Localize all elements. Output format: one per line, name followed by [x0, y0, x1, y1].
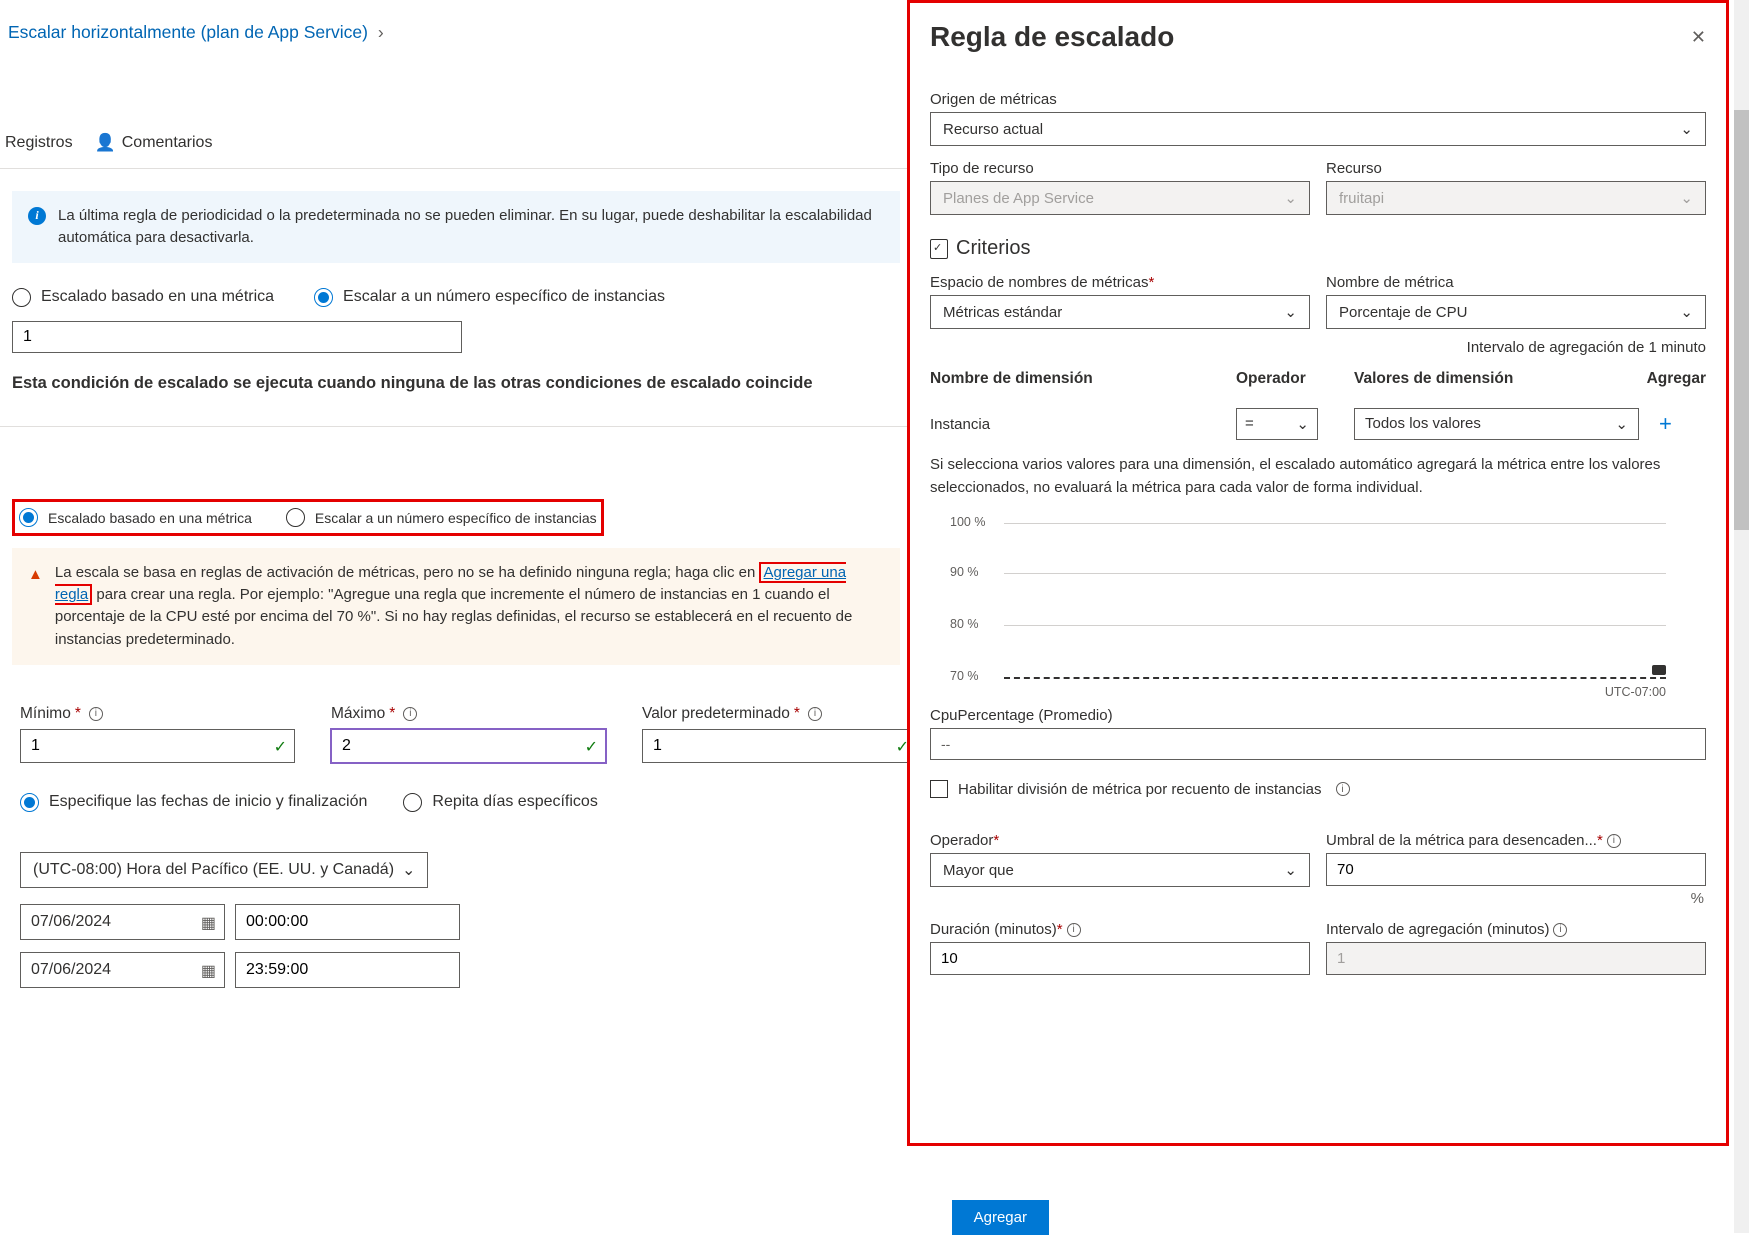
comments-button[interactable]: 👤 Comentarios	[95, 133, 213, 153]
chart-data-point	[1652, 665, 1666, 675]
radio-icon	[286, 508, 305, 527]
info-text: La última regla de periodicidad o la pre…	[58, 205, 884, 249]
panel-title: Regla de escalado	[930, 21, 1174, 53]
operator-select[interactable]: Mayor que⌄	[930, 853, 1310, 887]
calendar-icon: ▦	[201, 913, 216, 933]
chevron-down-icon: ⌄	[1680, 303, 1693, 321]
resource-type-label: Tipo de recurso	[930, 146, 1310, 181]
info-icon[interactable]: i	[1067, 923, 1081, 937]
default-input[interactable]	[642, 729, 912, 763]
metric-chart: 100 % 90 % 80 % 70 % UTC-07:00	[950, 515, 1706, 685]
scrollbar[interactable]	[1734, 0, 1749, 1233]
schedule-radios: Especifique las fechas de inicio y final…	[0, 773, 912, 822]
metric-name-select[interactable]: Porcentaje de CPU⌄	[1326, 295, 1706, 329]
info-icon[interactable]: i	[403, 707, 417, 721]
comments-label: Comentarios	[122, 134, 213, 152]
chevron-right-icon: ›	[378, 22, 384, 43]
check-icon: ✓	[274, 737, 287, 757]
breadcrumb: Escalar horizontalmente (plan de App Ser…	[0, 0, 912, 53]
radio-label: Escalar a un número específico de instan…	[315, 510, 597, 526]
info-icon[interactable]: i	[89, 707, 103, 721]
instance-limits: Mínimo*i ✓ Máximo*i ✓ Valor predetermina…	[0, 665, 912, 773]
instance-count-input[interactable]	[12, 321, 462, 353]
logs-label: Registros	[5, 134, 73, 152]
cpu-label: CpuPercentage (Promedio)	[930, 689, 1706, 728]
radio-label: Repita días específicos	[432, 793, 597, 811]
radio-metric-2[interactable]: Escalado basado en una métrica	[19, 508, 252, 527]
resource-select: fruitapi⌄	[1326, 181, 1706, 215]
scale-mode-radios-1: Escalado basado en una métrica Escalar a…	[0, 263, 912, 317]
clipboard-check-icon	[930, 239, 948, 259]
resource-label: Recurso	[1326, 146, 1706, 181]
chevron-down-icon: ⌄	[1680, 189, 1693, 207]
dimension-header: Nombre de dimensión Operador Valores de …	[930, 360, 1706, 404]
warning-icon: ▲	[28, 564, 43, 651]
breadcrumb-link[interactable]: Escalar horizontalmente (plan de App Ser…	[8, 22, 368, 43]
condition-note: Esta condición de escalado se ejecuta cu…	[0, 357, 912, 428]
chevron-down-icon: ⌄	[1284, 861, 1297, 879]
radio-icon	[19, 508, 38, 527]
dimension-row: Instancia =⌄ Todos los valores⌄ +	[930, 404, 1706, 450]
info-icon[interactable]: i	[1607, 834, 1621, 848]
warning-text: La escala se basa en reglas de activació…	[55, 562, 884, 651]
warning-box: ▲ La escala se basa en reglas de activac…	[12, 548, 900, 665]
metric-source-label: Origen de métricas	[930, 63, 1706, 112]
agg-interval-input	[1326, 942, 1706, 975]
radio-icon	[403, 793, 422, 812]
comments-icon: 👤	[95, 133, 116, 153]
radio-specific-1[interactable]: Escalar a un número específico de instan…	[314, 288, 665, 307]
duration-input[interactable]	[930, 942, 1310, 975]
info-icon[interactable]: i	[1336, 782, 1350, 796]
end-date-input[interactable]: 07/06/2024▦	[20, 952, 225, 988]
info-icon[interactable]: i	[1553, 923, 1567, 937]
chevron-down-icon: ⌄	[1296, 415, 1309, 433]
min-input[interactable]	[20, 729, 295, 763]
end-time-input[interactable]	[235, 952, 460, 988]
radio-label: Escalar a un número específico de instan…	[343, 288, 665, 306]
info-icon: i	[28, 207, 46, 225]
enable-split-label: Habilitar división de métrica por recuen…	[958, 781, 1322, 798]
radio-label: Escalado basado en una métrica	[41, 288, 274, 306]
chevron-down-icon: ⌄	[1284, 189, 1297, 207]
cpu-value: --	[930, 728, 1706, 760]
radio-specific-2[interactable]: Escalar a un número específico de instan…	[286, 508, 597, 527]
chevron-down-icon: ⌄	[1680, 120, 1693, 138]
toolbar: Registros 👤 Comentarios	[0, 53, 912, 169]
scale-mode-radios-2: Escalado basado en una métrica Escalar a…	[12, 499, 604, 536]
add-button[interactable]: Agregar	[952, 1200, 1049, 1235]
add-dimension-icon[interactable]: +	[1659, 411, 1672, 437]
criteria-header: Criterios	[930, 215, 1706, 260]
dimension-operator-select[interactable]: =⌄	[1236, 408, 1318, 440]
resource-type-select: Planes de App Service⌄	[930, 181, 1310, 215]
check-icon: ✓	[585, 737, 598, 757]
radio-label: Especifique las fechas de inicio y final…	[49, 793, 367, 811]
metric-source-select[interactable]: Recurso actual⌄	[930, 112, 1706, 146]
radio-metric-1[interactable]: Escalado basado en una métrica	[12, 288, 274, 307]
timezone-select[interactable]: (UTC-08:00) Hora del Pacífico (EE. UU. y…	[20, 852, 428, 888]
radio-icon	[314, 288, 333, 307]
scale-rule-panel: Regla de escalado ✕ Origen de métricas R…	[907, 0, 1729, 1146]
info-box: i La última regla de periodicidad o la p…	[12, 191, 900, 263]
radio-icon	[20, 793, 39, 812]
chevron-down-icon: ⌄	[1615, 415, 1628, 433]
namespace-select[interactable]: Métricas estándar⌄	[930, 295, 1310, 329]
close-icon[interactable]: ✕	[1691, 27, 1706, 48]
start-date-input[interactable]: 07/06/2024▦	[20, 904, 225, 940]
radio-label: Escalado basado en una métrica	[48, 510, 252, 526]
enable-split-checkbox[interactable]	[930, 780, 948, 798]
start-time-input[interactable]	[235, 904, 460, 940]
chevron-down-icon: ⌄	[402, 860, 415, 880]
dimension-help: Si selecciona varios valores para una di…	[930, 450, 1706, 503]
radio-repeat-days[interactable]: Repita días específicos	[403, 793, 597, 812]
max-input[interactable]	[331, 729, 606, 763]
dimension-value-select[interactable]: Todos los valores⌄	[1354, 408, 1639, 440]
chevron-down-icon: ⌄	[1284, 303, 1297, 321]
radio-specify-dates[interactable]: Especifique las fechas de inicio y final…	[20, 793, 367, 812]
threshold-input[interactable]	[1326, 853, 1706, 886]
radio-icon	[12, 288, 31, 307]
info-icon[interactable]: i	[808, 707, 822, 721]
logs-button[interactable]: Registros	[5, 133, 73, 153]
aggregation-note: Intervalo de agregación de 1 minuto	[930, 329, 1706, 360]
calendar-icon: ▦	[201, 961, 216, 981]
